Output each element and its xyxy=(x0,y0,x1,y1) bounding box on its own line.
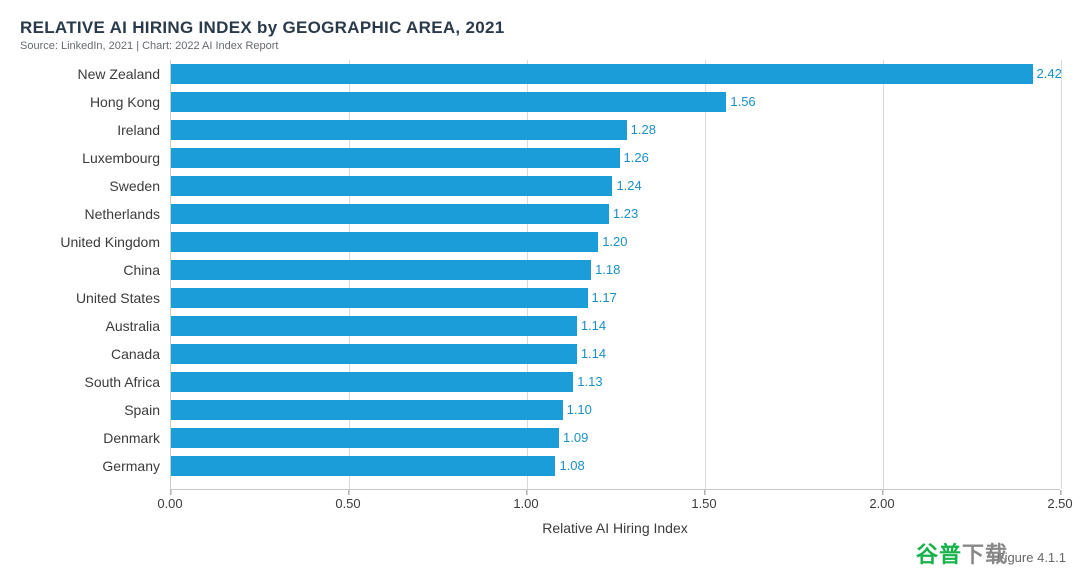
bar xyxy=(171,204,609,224)
bar-value-label: 1.18 xyxy=(591,260,620,280)
x-axis-label: Relative AI Hiring Index xyxy=(170,520,1060,536)
chart-title: RELATIVE AI HIRING INDEX by GEOGRAPHIC A… xyxy=(20,18,1060,38)
gridline xyxy=(705,60,706,489)
x-tick-label: 0.00 xyxy=(157,490,182,511)
watermark-part1: 谷普 xyxy=(916,542,962,567)
bar xyxy=(171,372,573,392)
x-tick-label: 2.00 xyxy=(869,490,894,511)
bar xyxy=(171,428,559,448)
bar-value-label: 1.24 xyxy=(612,176,641,196)
watermark-part2: 下载 xyxy=(962,542,1008,567)
bar xyxy=(171,120,627,140)
category-label: Sweden xyxy=(20,176,160,196)
bar-value-label: 1.14 xyxy=(577,344,606,364)
x-tick-label: 1.50 xyxy=(691,490,716,511)
x-tick-label: 1.00 xyxy=(513,490,538,511)
category-label: South Africa xyxy=(20,372,160,392)
bar-value-label: 1.14 xyxy=(577,316,606,336)
chart-subtitle: Source: LinkedIn, 2021 | Chart: 2022 AI … xyxy=(20,40,1060,52)
bar-value-label: 1.23 xyxy=(609,204,638,224)
bars-region: 2.42 1.56 1.28 1.26 1.24 1.23 1.20 1.18 1.17 1.14… xyxy=(170,60,1060,490)
bar xyxy=(171,288,588,308)
category-label: Luxembourg xyxy=(20,148,160,168)
bar-value-label: 1.56 xyxy=(726,92,755,112)
bar-value-label: 1.10 xyxy=(563,400,592,420)
bar xyxy=(171,316,577,336)
category-label: Denmark xyxy=(20,428,160,448)
category-label: Hong Kong xyxy=(20,92,160,112)
bar-value-label: 1.08 xyxy=(555,456,584,476)
category-label: Ireland xyxy=(20,120,160,140)
category-label: New Zealand xyxy=(20,64,160,84)
category-label: Spain xyxy=(20,400,160,420)
x-tick-label: 0.50 xyxy=(335,490,360,511)
bar-value-label: 1.26 xyxy=(620,148,649,168)
bar xyxy=(171,456,555,476)
bar xyxy=(171,176,612,196)
bar-value-label: 1.28 xyxy=(627,120,656,140)
category-label: Australia xyxy=(20,316,160,336)
bar xyxy=(171,344,577,364)
category-label: Germany xyxy=(20,456,160,476)
chart-container: RELATIVE AI HIRING INDEX by GEOGRAPHIC A… xyxy=(0,0,1080,575)
category-label: United Kingdom xyxy=(20,232,160,252)
bar xyxy=(171,148,620,168)
bar-value-label: 1.13 xyxy=(573,372,602,392)
category-label: United States xyxy=(20,288,160,308)
plot-area: 2.42 1.56 1.28 1.26 1.24 1.23 1.20 1.18 1.17 1.14… xyxy=(20,60,1060,490)
category-label: Netherlands xyxy=(20,204,160,224)
bar xyxy=(171,64,1033,84)
watermark: 谷普下载 xyxy=(916,537,1008,569)
bar xyxy=(171,260,591,280)
x-tick-label: 2.50 xyxy=(1047,490,1072,511)
gridline xyxy=(1061,60,1062,489)
gridline xyxy=(883,60,884,489)
bar-value-label: 2.42 xyxy=(1033,64,1062,84)
category-label: Canada xyxy=(20,344,160,364)
bar-value-label: 1.17 xyxy=(588,288,617,308)
bar-value-label: 1.09 xyxy=(559,428,588,448)
bar xyxy=(171,232,598,252)
category-label: China xyxy=(20,260,160,280)
bar xyxy=(171,92,726,112)
bar-value-label: 1.20 xyxy=(598,232,627,252)
bar xyxy=(171,400,563,420)
